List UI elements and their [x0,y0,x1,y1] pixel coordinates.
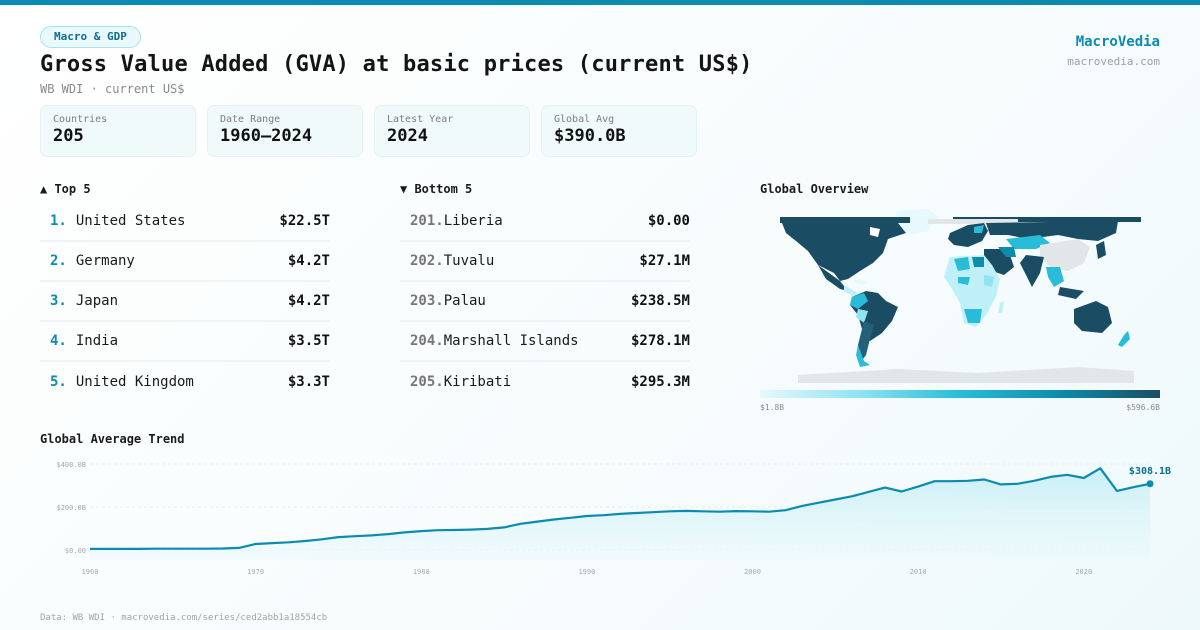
svg-text:1990: 1990 [578,568,595,576]
stat-label: Date Range [220,114,281,125]
legend-min-label: $1.8B [760,403,785,412]
rank: 204. [410,333,444,349]
brand-url[interactable]: macrovedia.com [1067,55,1160,68]
trend-area-chart[interactable]: $0.00 $200.0B $400.0B 1960 1970 1980 1990 2000… [0,450,1200,580]
bottom5-heading: ▼ Bottom 5 [400,182,473,196]
country-value: $3.3T [287,374,330,390]
rank: 203. [410,293,444,309]
map-legend-gradient [760,390,1160,398]
country-name: Japan [75,293,119,309]
map-title: Global Overview [760,182,869,196]
list-item[interactable]: 205. Kiribati $295.3M [400,362,690,402]
svg-text:2020: 2020 [1075,568,1092,576]
rank: 201. [410,213,444,229]
latest-value-label: $308.1B [1129,466,1171,477]
country-value: $4.2T [287,253,330,269]
stat-global-avg: Global Avg $390.0B [541,105,697,157]
page-subtitle: WB WDI · current US$ [40,82,185,96]
stats-row: Countries 205 Date Range 1960–2024 Lates… [40,105,697,157]
top5-list: 1. United States $22.5T 2. Germany $4.2T 3… [40,202,330,402]
stat-value: 1960–2024 [220,126,313,146]
trend-line [90,467,1151,550]
stat-value: $390.0B [554,126,626,146]
latest-point-marker[interactable] [1146,480,1154,488]
list-item[interactable]: 204. Marshall Islands $278.1M [400,322,690,362]
stat-countries: Countries 205 [40,105,196,157]
stat-label: Global Avg [554,114,615,125]
rank: 5. [50,374,67,390]
category-tag[interactable]: Macro & GDP [40,26,141,48]
stat-value: 205 [53,126,84,146]
world-choropleth-map[interactable] [778,205,1143,385]
country-value: $3.5T [287,333,330,349]
country-name: Germany [75,253,135,269]
list-item[interactable]: 203. Palau $238.5M [400,282,690,322]
footer-source: Data: WB WDI · macrovedia.com/series/ced… [40,613,328,623]
rank: 2. [50,253,67,269]
stat-label: Latest Year [387,114,454,125]
list-item[interactable]: 202. Tuvalu $27.1M [400,242,690,282]
country-value: $278.1M [630,333,690,349]
top-accent-bar [0,0,1200,5]
rank: 1. [50,213,67,229]
svg-text:1980: 1980 [413,568,430,576]
country-value: $295.3M [630,374,690,390]
rank: 205. [410,374,444,390]
list-item[interactable]: 1. United States $22.5T [40,202,330,242]
country-name: Palau [443,293,486,309]
svg-text:$200.0B: $200.0B [56,504,86,512]
list-item[interactable]: 4. India $3.5T [40,322,330,362]
legend-max-label: $596.6B [1126,403,1160,412]
top5-heading: ▲ Top 5 [40,182,91,196]
svg-text:1960: 1960 [82,568,99,576]
brand-logo[interactable]: MacroVedia [1075,34,1160,50]
bottom5-list: 201. Liberia $0.00 202. Tuvalu $27.1M 203.… [400,202,690,402]
country-name: India [75,333,119,349]
country-value: $27.1M [639,253,690,269]
country-value: $238.5M [630,293,690,309]
country-name: United States [75,213,186,229]
svg-text:2010: 2010 [910,568,927,576]
country-value: $0.00 [647,213,690,229]
world-map-icon [780,209,1141,383]
svg-text:$400.0B: $400.0B [56,461,86,469]
stat-value: 2024 [387,126,428,146]
list-item[interactable]: 3. Japan $4.2T [40,282,330,322]
rank: 202. [410,253,444,269]
country-value: $22.5T [279,213,330,229]
svg-text:$0.00: $0.00 [65,547,86,555]
stat-date-range: Date Range 1960–2024 [207,105,363,157]
x-axis-labels: 1960 1970 1980 1990 2000 2010 2020 [82,568,1093,576]
y-axis-labels: $0.00 $200.0B $400.0B [56,461,86,555]
country-name: Tuvalu [443,253,495,269]
rank: 4. [50,333,67,349]
page-title: Gross Value Added (GVA) at basic prices … [40,52,753,77]
stat-latest-year: Latest Year 2024 [374,105,530,157]
list-item[interactable]: 5. United Kingdom $3.3T [40,362,330,402]
country-name: United Kingdom [75,374,194,390]
country-name: Liberia [443,213,503,229]
list-item[interactable]: 2. Germany $4.2T [40,242,330,282]
svg-text:1970: 1970 [247,568,264,576]
svg-text:2000: 2000 [744,568,761,576]
country-value: $4.2T [287,293,330,309]
trend-title: Global Average Trend [40,432,185,446]
rank: 3. [50,293,67,309]
country-name: Kiribati [443,374,512,390]
stat-label: Countries [53,114,108,125]
country-name: Marshall Islands [443,333,579,349]
list-item[interactable]: 201. Liberia $0.00 [400,202,690,242]
